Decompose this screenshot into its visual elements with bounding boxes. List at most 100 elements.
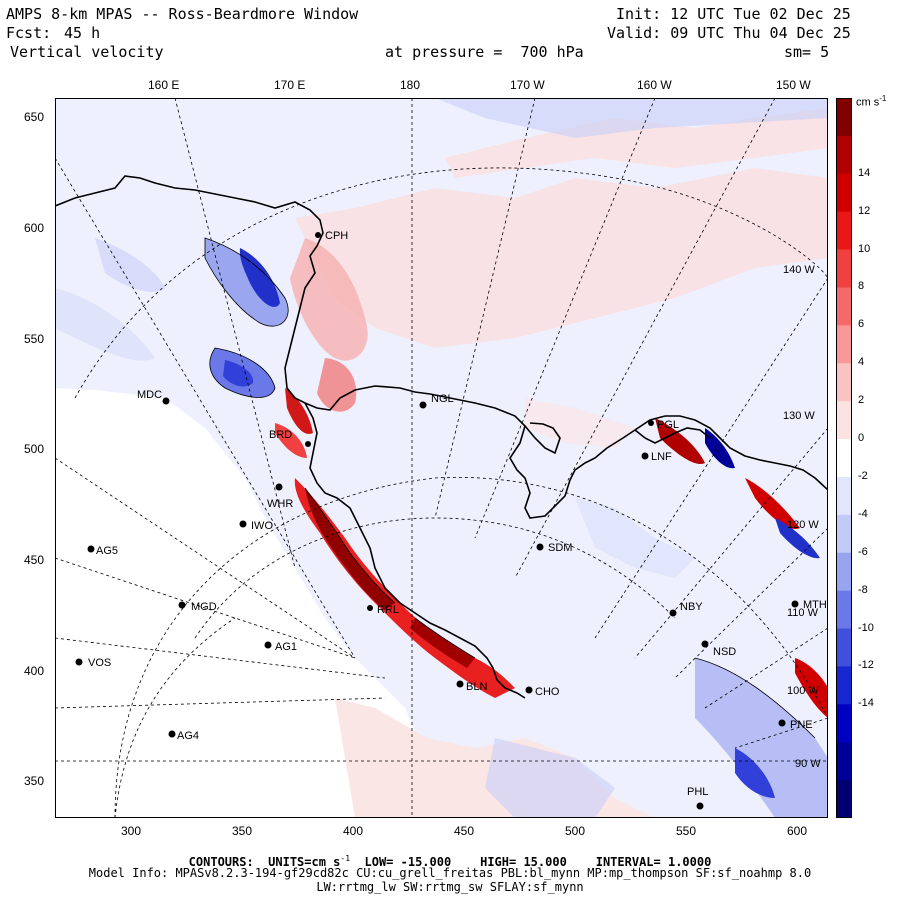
vertical-velocity-map: CPH NGL MDC BRD WHR IWO AG5 MGD AG1 VOS … <box>55 98 828 818</box>
meridian-label-130w: 130 W <box>783 410 815 422</box>
meridian-label-100w: 100 W <box>787 685 819 697</box>
forecast-label: Fcst: <box>6 24 52 42</box>
station-label-rrl: RRL <box>377 604 399 616</box>
colorbar-label: 10 <box>858 242 871 255</box>
station-label-nby: NBY <box>680 601 703 613</box>
x-tick-550: 550 <box>676 824 697 838</box>
colorbar-label: 2 <box>858 394 865 407</box>
y-tick-400: 400 <box>24 664 45 678</box>
station-dot-cho <box>525 686 533 694</box>
colorbar-label: 0 <box>858 432 865 445</box>
colorbar-swatch <box>836 742 852 781</box>
model-info-line2: LW:rrtmg_lw SW:rrtmg_sw SFLAY:sf_mynn <box>316 880 584 894</box>
station-label-whr: WHR <box>267 498 293 510</box>
colorbar-unit: cm s-1 <box>856 94 887 109</box>
colorbar-swatch <box>836 590 852 630</box>
colorbar-label: 6 <box>858 318 865 331</box>
colorbar-label: 12 <box>858 204 871 217</box>
colorbar-swatch <box>836 666 852 705</box>
lon-tick-180: 180 <box>400 78 421 92</box>
field-name: Vertical velocity <box>10 43 164 61</box>
lon-tick-160e: 160 E <box>148 78 180 92</box>
y-tick-450: 450 <box>24 553 45 567</box>
station-dot-whr <box>275 483 283 491</box>
colorbar-swatch <box>836 325 852 364</box>
colorbar-frame <box>836 98 852 818</box>
station-dot-mgd <box>178 601 186 609</box>
x-tick-600: 600 <box>787 824 808 838</box>
colorbar-swatch <box>836 173 852 213</box>
station-dot-pne <box>778 719 786 727</box>
no-data-region <box>55 388 427 818</box>
station-label-cph: CPH <box>325 230 348 242</box>
colorbar-label: 14 <box>858 166 871 179</box>
colorbar-swatch <box>836 439 852 478</box>
colorbar-swatch <box>836 135 852 175</box>
station-label-nsd: NSD <box>713 646 736 658</box>
station-label-mgd: MGD <box>191 601 217 613</box>
x-tick-350: 350 <box>232 824 253 838</box>
model-info: Model Info: MPASv8.2.3-194-gf29cd82c CU:… <box>88 866 812 880</box>
station-label-brd: BRD <box>269 429 292 441</box>
station-markers: CPH NGL MDC BRD WHR IWO AG5 MGD AG1 VOS … <box>75 230 827 810</box>
y-tick-550: 550 <box>24 332 45 346</box>
x-tick-400: 400 <box>343 824 364 838</box>
station-label-iwo: IWO <box>251 520 273 532</box>
station-label-ngl: NGL <box>431 393 454 405</box>
station-dot-ag5 <box>87 545 95 553</box>
station-dot-sdm <box>536 543 544 551</box>
station-dot-nby <box>669 609 677 617</box>
station-dot-brd <box>305 441 311 447</box>
contour-info: CONTOURS: UNITS=cm s-1 LOW= -15.000 HIGH… <box>188 854 712 869</box>
colorbar-label: -10 <box>858 621 874 634</box>
colorbar-swatch <box>836 363 852 402</box>
meridian-label-110w: 110 W <box>787 607 819 619</box>
station-label-bln: BLN <box>466 681 487 693</box>
map-frame <box>55 98 828 818</box>
station-label-sdm: SDM <box>548 542 572 554</box>
colorbar-label: -14 <box>858 697 874 710</box>
station-dot-ag1 <box>264 641 272 649</box>
colorbar-swatch <box>836 514 852 554</box>
smoothing: sm= 5 <box>784 43 830 61</box>
colorbar-swatch <box>836 704 852 743</box>
x-tick-300: 300 <box>121 824 142 838</box>
lon-tick-150w: 150 W <box>776 78 811 92</box>
valid-time: Valid: 09 UTC Thu 04 Dec 25 <box>607 24 851 42</box>
x-tick-450: 450 <box>454 824 475 838</box>
station-dot-bln <box>456 680 464 688</box>
colorbar-label: -12 <box>858 659 874 672</box>
y-tick-500: 500 <box>24 442 45 456</box>
meridian-label-140w: 140 W <box>783 264 815 276</box>
colorbar-swatch <box>836 287 852 326</box>
x-tick-500: 500 <box>565 824 586 838</box>
station-label-lnf: LNF <box>651 451 672 463</box>
lon-tick-160w: 160 W <box>637 78 672 92</box>
pressure-level: at pressure = 700 hPa <box>385 43 584 61</box>
colorbar-swatch <box>836 249 852 288</box>
station-label-phl: PHL <box>687 786 708 798</box>
station-dot-rrl <box>367 605 373 611</box>
lon-tick-170w: 170 W <box>510 78 545 92</box>
y-tick-650: 650 <box>24 110 45 124</box>
station-dot-mth <box>791 600 799 608</box>
station-dot-ag4 <box>168 730 176 738</box>
y-tick-600: 600 <box>24 221 45 235</box>
station-label-ag4: AG4 <box>177 730 199 742</box>
station-dot-lnf <box>641 452 649 460</box>
y-tick-350: 350 <box>24 774 45 788</box>
station-label-mth: MTH <box>803 599 827 611</box>
station-dot-cph <box>315 232 321 238</box>
station-dot-pgl <box>648 420 654 426</box>
colorbar-swatch <box>836 211 852 251</box>
colorbar-label: -8 <box>858 583 868 596</box>
colorbar-swatch <box>836 780 852 818</box>
station-label-vos: VOS <box>88 657 111 669</box>
station-dot-mdc <box>162 397 170 405</box>
station-label-pne: PNE <box>790 719 813 731</box>
colorbar-label: 8 <box>858 280 865 293</box>
colorbar-swatch <box>836 476 852 516</box>
colorbar <box>836 98 852 818</box>
colorbar-swatch <box>836 628 852 667</box>
station-dot-phl <box>696 802 704 810</box>
